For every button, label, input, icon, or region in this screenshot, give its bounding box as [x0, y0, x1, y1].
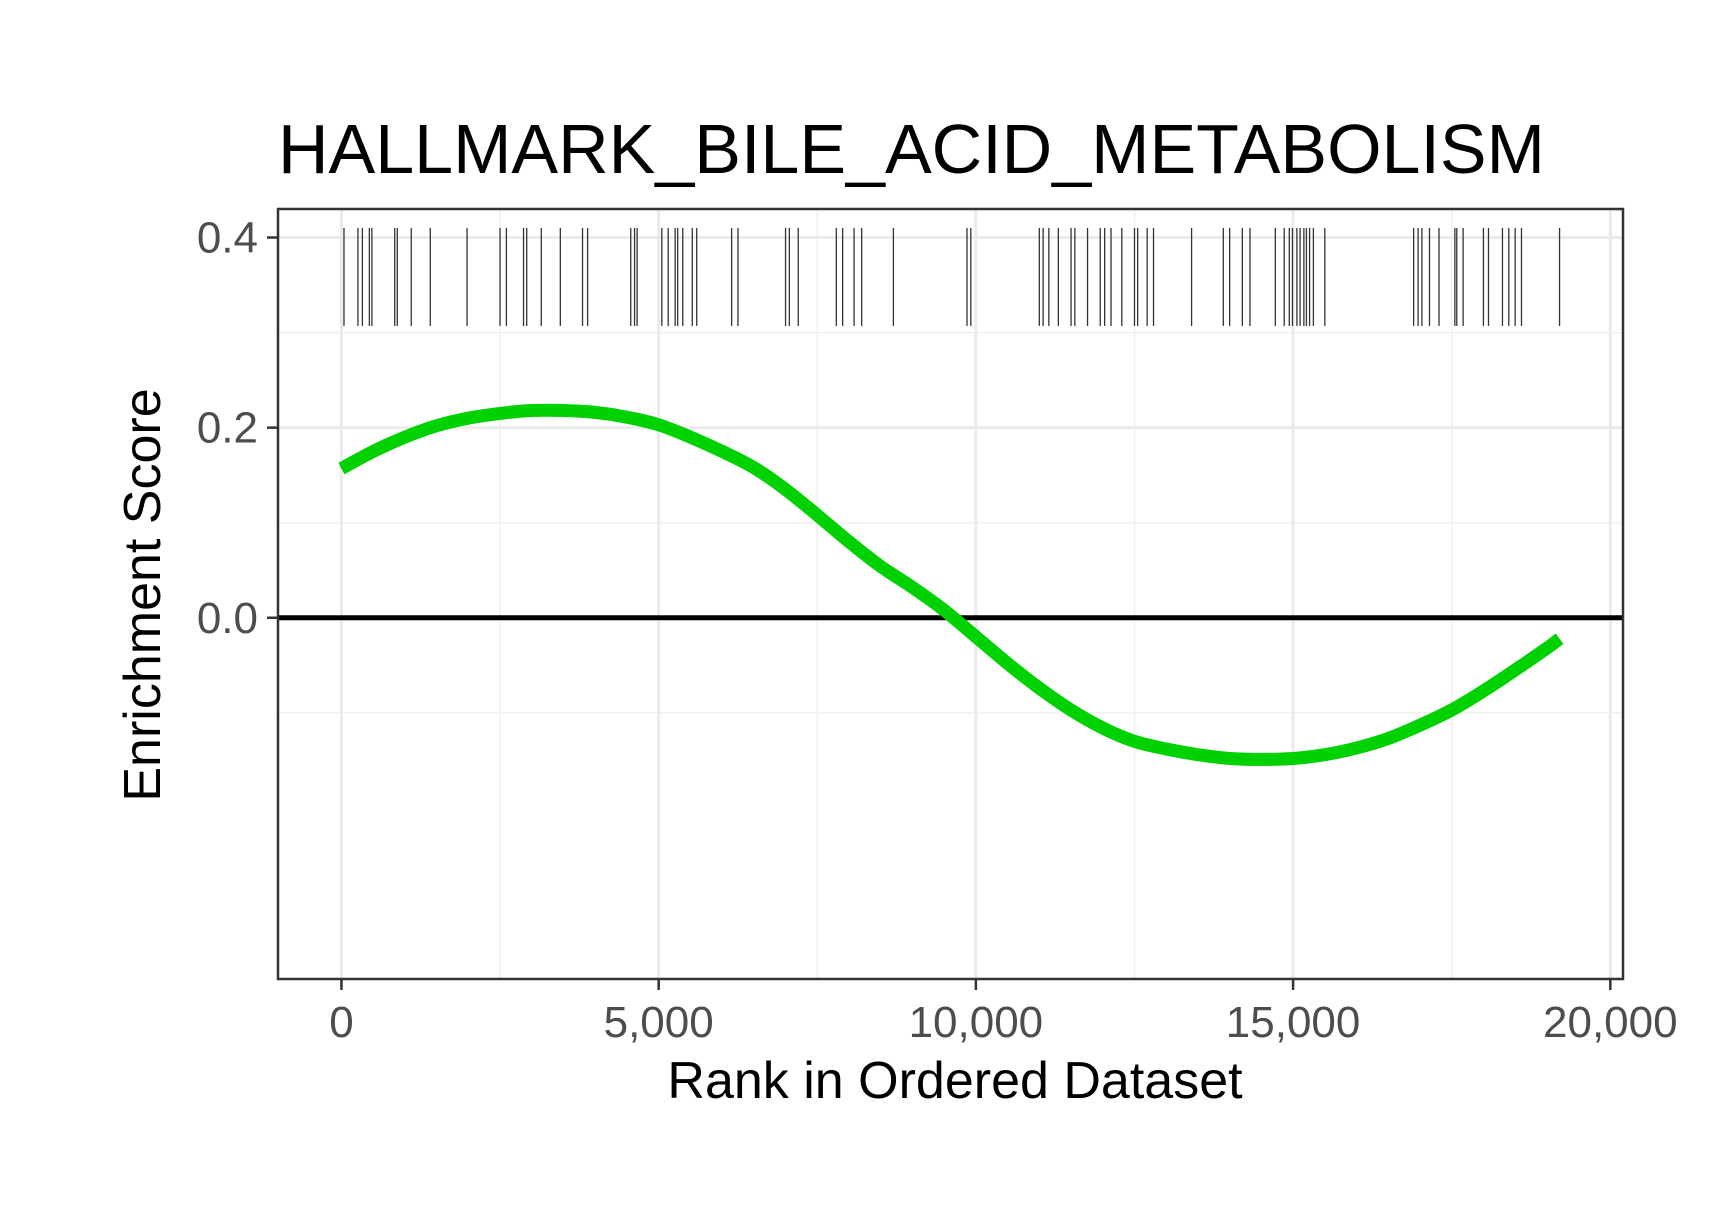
x-tick-label: 5,000 [604, 998, 714, 1047]
y-tick-label: 0.0 [197, 594, 258, 643]
x-tick-label: 10,000 [909, 998, 1044, 1047]
y-axis-title: Enrichment Score [114, 388, 172, 801]
rug-layer [343, 228, 1561, 326]
y-tick-label: 0.2 [197, 404, 258, 453]
chart-title: HALLMARK_BILE_ACID_METABOLISM [278, 110, 1545, 188]
grid-layer [278, 209, 1623, 979]
series-layer [338, 403, 1564, 766]
panel-border [276, 207, 1625, 981]
x-tick-label: 15,000 [1226, 998, 1361, 1047]
y-tick-label: 0.4 [197, 214, 258, 263]
x-axis-title: Rank in Ordered Dataset [667, 1052, 1243, 1110]
enrichment-score-line [338, 403, 1564, 766]
x-tick-label: 20,000 [1543, 998, 1678, 1047]
axis-layer: 0 5,000 10,000 15,000 20,000 0.0 0.2 0.4 [197, 214, 1678, 1047]
x-tick-label: 0 [329, 998, 353, 1047]
